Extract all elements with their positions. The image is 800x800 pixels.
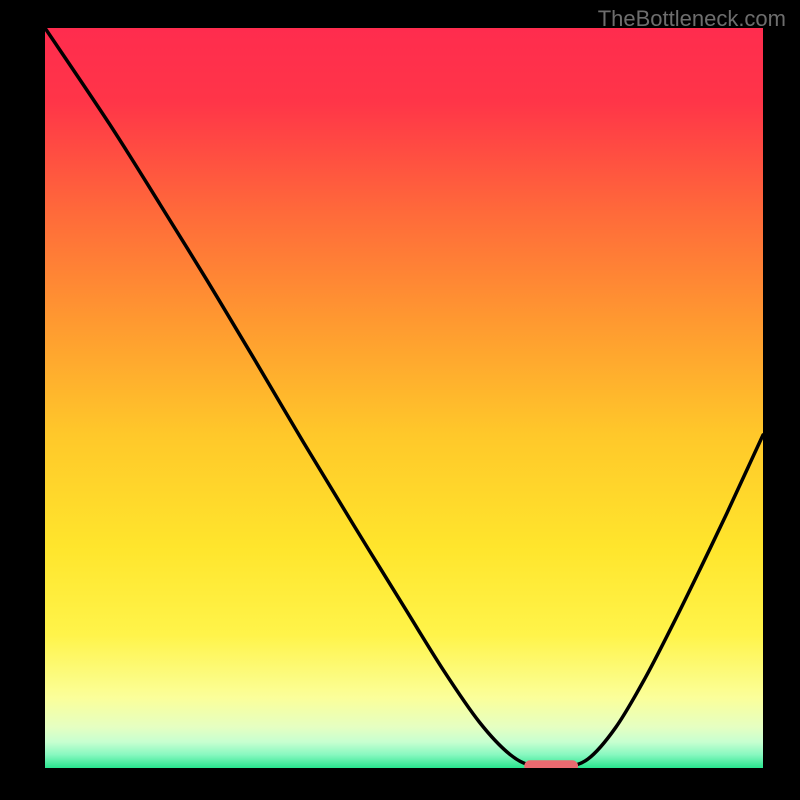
- target-pill-marker: [524, 760, 578, 768]
- chart-plot: [45, 28, 763, 768]
- chart-stage: TheBottleneck.com: [0, 0, 800, 800]
- watermark-text: TheBottleneck.com: [598, 6, 786, 32]
